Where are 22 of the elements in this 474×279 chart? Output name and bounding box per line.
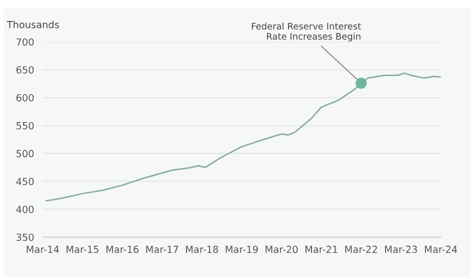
y-tick-label: 400 <box>16 206 34 214</box>
y-tick-label: 600 <box>16 94 34 102</box>
y-axis-title: Thousands <box>6 20 59 28</box>
x-tick-label: Mar-15 <box>66 246 98 254</box>
x-tick-label: Mar-18 <box>186 246 218 254</box>
x-tick-label: Mar-14 <box>26 246 59 254</box>
annotation: Federal Reserve Interest Rate Increases Begin <box>252 22 361 42</box>
x-tick-label: Mar-21 <box>306 246 338 254</box>
x-tick-label: Mar-16 <box>106 246 139 254</box>
x-tick-label: Mar-23 <box>385 246 417 254</box>
x-tick-label: Mar-19 <box>226 246 258 254</box>
y-tick-label: 550 <box>16 122 34 130</box>
y-tick-label: 350 <box>16 234 34 241</box>
y-tick-label: 450 <box>16 178 34 186</box>
x-tick-label: Mar-17 <box>146 246 178 254</box>
x-tick-label: Mar-24 <box>424 246 458 254</box>
x-tick-label: Mar-22 <box>345 246 377 254</box>
y-tick-label: 500 <box>16 150 34 158</box>
line-series <box>45 72 441 202</box>
y-tick-label: 650 <box>16 66 34 74</box>
x-tick-label: Mar-20 <box>266 246 298 254</box>
y-tick-label: 700 <box>16 38 34 46</box>
